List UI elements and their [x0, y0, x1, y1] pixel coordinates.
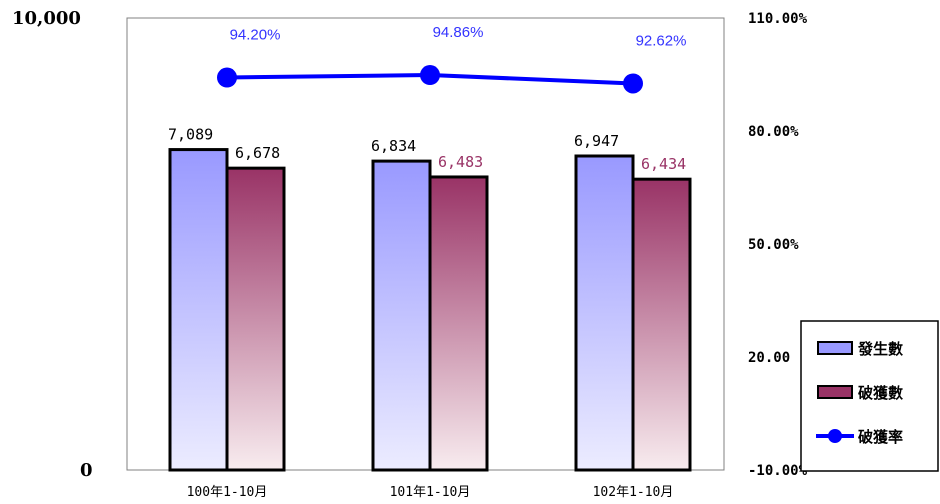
- legend-label: 破獲數: [858, 384, 903, 402]
- rate-point: [623, 73, 643, 94]
- y-right-tick-label: -10.00%: [748, 463, 808, 479]
- y-left-tick-label: 10,000: [12, 8, 81, 29]
- bar-data-label: 6,834: [371, 137, 416, 155]
- y-right-tick-label: 110.00%: [748, 11, 808, 27]
- bar-data-label: 6,483: [438, 153, 483, 171]
- bar-data-label: 6,434: [641, 155, 686, 173]
- bar-data-label: 7,089: [168, 126, 213, 144]
- legend-label: 破獲率: [858, 428, 903, 446]
- bar-solved: [225, 166, 286, 472]
- bar-data-label: 6,947: [574, 132, 619, 150]
- rate-point: [217, 67, 237, 88]
- bar-occurrence: [574, 154, 635, 472]
- y-left-tick-label: 0: [80, 460, 93, 481]
- rate-data-label: 94.20%: [230, 27, 281, 44]
- y-right-tick-label: 20.00: [748, 350, 790, 366]
- bar-data-label: 6,678: [235, 144, 280, 162]
- y-right-tick-label: 50.00%: [748, 237, 799, 253]
- legend-swatch-rate-marker: [828, 429, 842, 443]
- rate-point: [420, 65, 440, 86]
- x-category-label: 102年1-10月: [593, 485, 674, 500]
- bar-solved: [631, 177, 692, 472]
- bar-occurrence: [371, 159, 432, 472]
- legend-label: 發生數: [857, 340, 903, 358]
- bar-occurrence: [168, 148, 229, 472]
- y-right-tick-label: 80.00%: [748, 124, 799, 140]
- rate-data-label: 94.86%: [433, 24, 484, 41]
- legend-swatch-solved: [817, 385, 853, 399]
- x-category-label: 101年1-10月: [390, 485, 471, 500]
- bar-solved: [428, 175, 489, 472]
- x-category-label: 100年1-10月: [187, 485, 268, 500]
- legend-swatch-occurrence: [817, 341, 853, 355]
- rate-data-label: 92.62%: [636, 32, 687, 49]
